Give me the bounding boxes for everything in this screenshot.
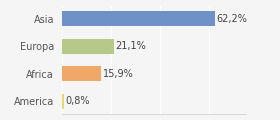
Text: 62,2%: 62,2% — [217, 14, 248, 24]
Text: 21,1%: 21,1% — [116, 41, 146, 51]
Text: 15,9%: 15,9% — [103, 69, 134, 79]
Text: 0,8%: 0,8% — [66, 96, 90, 106]
Bar — [62, 66, 101, 81]
Bar — [62, 11, 215, 26]
Bar — [62, 94, 64, 109]
Bar — [62, 39, 114, 54]
